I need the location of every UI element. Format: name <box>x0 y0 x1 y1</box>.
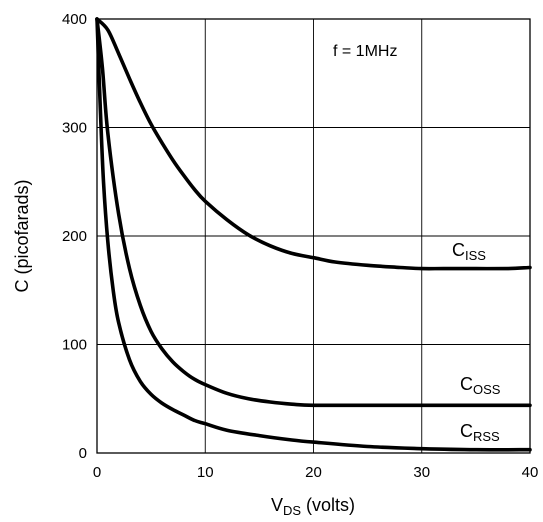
series-label-ciss: CISS <box>452 240 486 263</box>
series-label-crss-sub: RSS <box>473 429 500 444</box>
series-label-ciss-main: C <box>452 240 465 260</box>
x-axis-title-sub: DS <box>283 503 301 518</box>
y-tick-label: 300 <box>62 120 87 137</box>
x-tick-label: 20 <box>305 464 322 481</box>
x-tick-labels: 0 10 20 30 40 <box>93 464 539 481</box>
x-tick-label: 10 <box>197 464 214 481</box>
series-line-iss <box>95 17 532 271</box>
x-axis-title-rest: (volts) <box>301 495 355 515</box>
series-line-rss <box>95 17 532 452</box>
x-axis-title: VDS (volts) <box>271 495 355 518</box>
x-axis-title-main: V <box>271 495 283 515</box>
grid-lines <box>97 19 530 453</box>
x-tick-label: 40 <box>522 464 539 481</box>
plot-frame <box>96 18 531 454</box>
y-tick-label: 400 <box>62 11 87 28</box>
x-tick-label: 30 <box>413 464 430 481</box>
series-label-crss-main: C <box>460 421 473 441</box>
series-label-coss-main: C <box>460 374 473 394</box>
y-tick-label: 100 <box>62 337 87 354</box>
y-tick-label: 200 <box>62 228 87 245</box>
y-tick-label: 0 <box>79 445 87 462</box>
frequency-annotation: f = 1MHz <box>333 43 397 60</box>
series-label-ciss-sub: ISS <box>465 248 486 263</box>
series-label-coss: COSS <box>460 374 501 397</box>
series-label-crss: CRSS <box>460 421 500 444</box>
y-tick-labels: 0 100 200 300 400 <box>62 11 87 462</box>
series-label-coss-sub: OSS <box>473 382 501 397</box>
y-axis-title: C (picofarads) <box>12 179 32 292</box>
series-line-oss <box>95 17 532 408</box>
series-curves <box>95 17 532 452</box>
x-tick-label: 0 <box>93 464 101 481</box>
